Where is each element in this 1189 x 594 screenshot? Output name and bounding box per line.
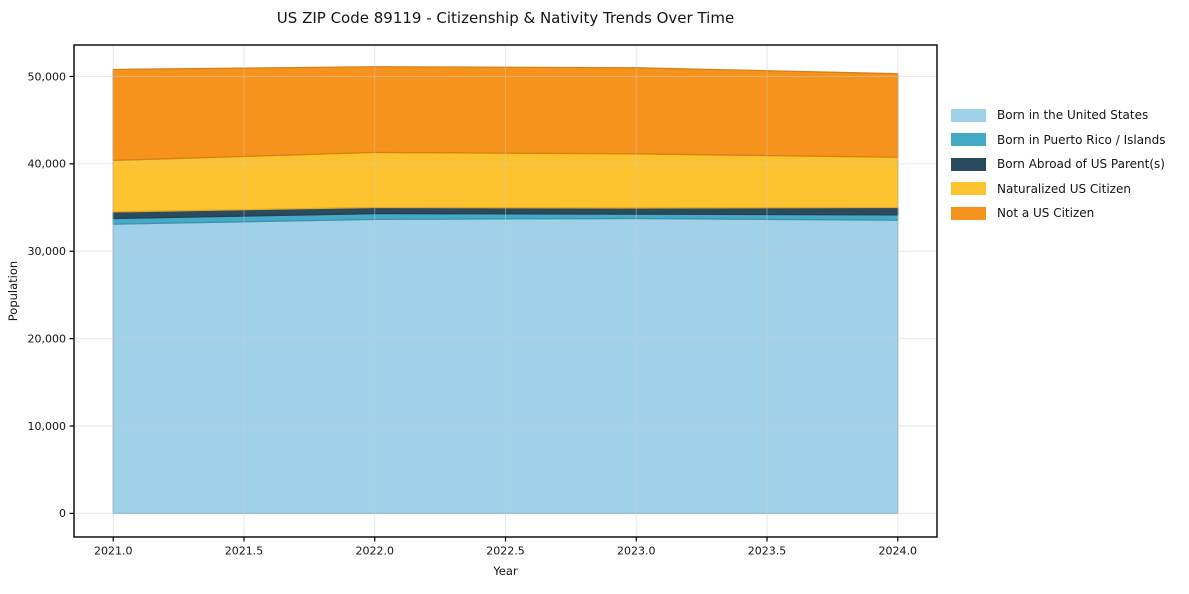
- legend-item-born-in-the-united-states: Born in the United States: [951, 103, 1166, 128]
- legend-label: Not a US Citizen: [997, 206, 1095, 221]
- legend-item-born-in-puerto-rico-islands: Born in Puerto Rico / Islands: [951, 128, 1166, 153]
- legend-swatch-naturalized-us-citizen: [951, 182, 986, 196]
- legend-item-naturalized-us-citizen: Naturalized US Citizen: [951, 177, 1166, 202]
- legend-swatch-not-a-us-citizen: [951, 206, 986, 220]
- legend-item-born-abroad-of-us-parent-s: Born Abroad of US Parent(s): [951, 152, 1166, 177]
- x-axis-label: Year: [493, 564, 518, 578]
- x-tick-label-2021.5: 2021.5: [225, 545, 264, 558]
- y-axis-label: Population: [6, 260, 20, 322]
- x-tick-label-2022.0: 2022.0: [355, 545, 394, 558]
- legend-swatch-born-abroad-of-us-parent-s: [951, 157, 986, 171]
- legend-label: Born Abroad of US Parent(s): [997, 157, 1165, 172]
- x-tick-label-2023.5: 2023.5: [748, 545, 787, 558]
- legend: Born in the United States Born in Puerto …: [951, 103, 1166, 226]
- y-tick-label-40,000: 40,000: [28, 158, 67, 171]
- y-tick-label-0: 0: [59, 507, 66, 520]
- y-tick-label-10,000: 10,000: [28, 420, 67, 433]
- x-tick-label-2023.0: 2023.0: [617, 545, 656, 558]
- y-tick-label-30,000: 30,000: [28, 245, 67, 258]
- x-tick-label-2022.5: 2022.5: [486, 545, 525, 558]
- chart-title: US ZIP Code 89119 - Citizenship & Nativi…: [276, 9, 735, 27]
- legend-label: Born in the United States: [997, 108, 1149, 123]
- y-tick-label-50,000: 50,000: [28, 70, 67, 83]
- x-tick-label-2024.0: 2024.0: [879, 545, 918, 558]
- area-not-a-us-citizen: [112, 66, 899, 161]
- y-tick-label-20,000: 20,000: [28, 332, 67, 345]
- x-tick-label-2021.0: 2021.0: [94, 545, 133, 558]
- legend-label: Naturalized US Citizen: [997, 181, 1131, 196]
- legend-label: Born in Puerto Rico / Islands: [997, 132, 1166, 147]
- legend-item-not-a-us-citizen: Not a US Citizen: [951, 201, 1166, 226]
- legend-swatch-born-in-puerto-rico-islands: [951, 133, 986, 147]
- legend-swatch-born-in-the-united-states: [951, 108, 986, 122]
